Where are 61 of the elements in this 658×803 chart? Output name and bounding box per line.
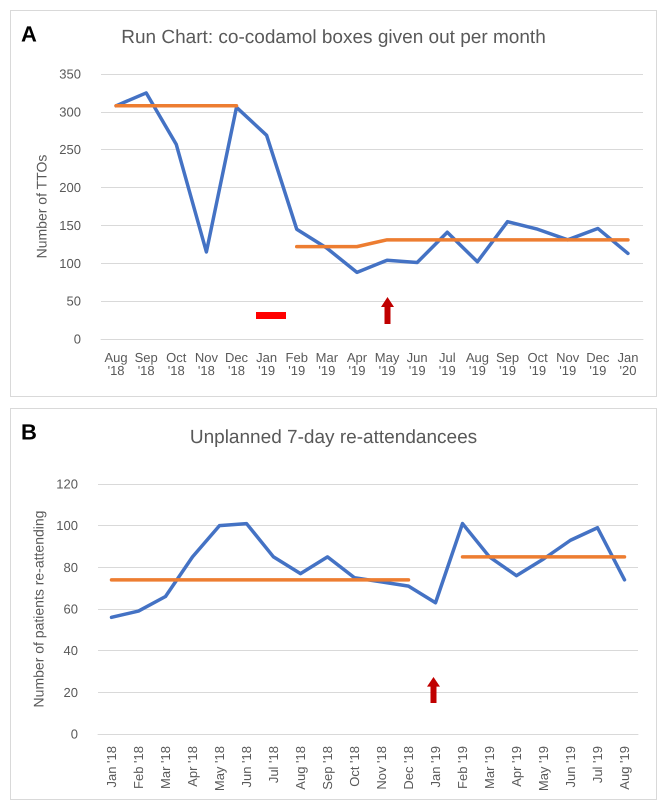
x-tick-label: Nov '19: [556, 350, 580, 378]
y-tick-label: 120: [56, 476, 78, 492]
x-tick-label: Oct '19: [527, 350, 548, 378]
text: B: [21, 420, 37, 444]
x-tick-label: Jul '19: [590, 746, 605, 784]
x-tick-label: Dec '18: [401, 746, 416, 790]
x-tick-label: Mar '19: [482, 746, 497, 789]
x-tick-label: Jul '18: [266, 746, 281, 784]
x-tick-label: Aug '19: [617, 746, 632, 790]
x-tick-label: Sep '18: [320, 746, 335, 790]
y-tick-label: 40: [64, 643, 78, 658]
y-tick-label: 100: [56, 518, 78, 534]
y-axis-title: Number of patients re-attending: [30, 510, 46, 708]
line-series: [110, 522, 626, 620]
line-series: [114, 91, 630, 274]
x-tick-label: Jan '18: [104, 746, 119, 788]
x-tick-label: Feb '19: [286, 350, 308, 378]
x-tick-label: Jul '19: [438, 350, 456, 378]
x-tick-label: Apr '19: [509, 746, 524, 787]
x-tick-label: Jun '19: [563, 746, 578, 788]
x-tick-label: Apr '18: [185, 746, 200, 787]
y-tick-label: 250: [59, 142, 81, 158]
x-tick-label: Dec '19: [586, 350, 610, 378]
x-tick-label: Aug '18: [293, 746, 308, 790]
x-tick-label: Jan '19: [256, 350, 278, 378]
x-tick-label: Mar '19: [316, 350, 339, 378]
x-tick-label: Aug '19: [466, 350, 489, 378]
x-tick-label: Mar '18: [158, 746, 173, 789]
x-tick-label: Oct '18: [347, 746, 362, 787]
x-tick-label: May '19: [536, 746, 551, 792]
x-tick-label: Jun '18: [239, 746, 254, 788]
y-axis-title: Number of TTOs: [33, 154, 50, 258]
x-tick-label: May '19: [374, 350, 400, 378]
y-tick-label: 0: [70, 726, 78, 742]
x-tick-label: Nov '18: [194, 350, 218, 378]
x-tick-label: Oct '18: [166, 350, 187, 378]
y-tick-label: 0: [74, 332, 81, 346]
y-tick-label: 100: [59, 256, 81, 271]
x-tick-label: Feb '18: [131, 746, 146, 789]
x-tick-label: Jun '19: [406, 350, 428, 378]
x-tick-label: Jan '20: [617, 350, 638, 378]
x-tick-label: Apr '19: [346, 350, 368, 378]
x-tick-label: Aug '18: [104, 350, 128, 378]
x-tick-label: May '18: [212, 746, 227, 792]
x-tick-label: Sep '19: [496, 350, 520, 378]
y-tick-label: 50: [66, 294, 81, 309]
y-tick-label: 80: [64, 560, 78, 575]
x-tick-label: Feb '19: [455, 746, 470, 789]
y-tick-label: 150: [59, 218, 81, 233]
y-tick-label: 60: [64, 602, 78, 616]
y-tick-label: 200: [59, 180, 81, 196]
x-tick-label: Jan '19: [428, 746, 443, 788]
x-tick-label: Dec '18: [224, 350, 249, 378]
text: A: [21, 22, 37, 46]
chart-title: Run Chart: co-codamol boxes given out per month: [121, 27, 546, 48]
y-tick-label: 350: [59, 66, 81, 82]
y-tick-label: 20: [64, 684, 78, 700]
x-tick-label: Sep '18: [134, 350, 158, 378]
x-tick-label: Nov '18: [374, 746, 389, 790]
chart-title: Unplanned 7-day re-attendancees: [190, 427, 478, 448]
y-tick-label: 300: [59, 104, 81, 120]
